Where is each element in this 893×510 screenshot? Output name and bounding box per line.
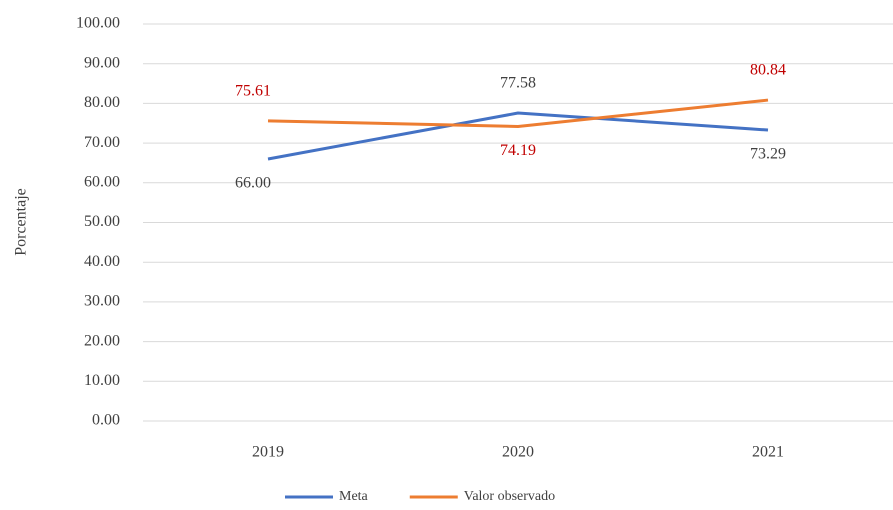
y-tick-label: 70.00 <box>84 134 120 151</box>
legend-label: Meta <box>339 489 369 504</box>
data-label: 75.61 <box>235 83 271 100</box>
x-tick-label: 2019 <box>252 444 284 461</box>
data-label: 77.58 <box>500 75 536 92</box>
data-label: 80.84 <box>750 62 786 79</box>
series-line <box>267 111 769 161</box>
y-tick-label: 90.00 <box>84 54 120 71</box>
y-tick-label: 0.00 <box>92 412 120 429</box>
data-label: 66.00 <box>235 175 271 192</box>
y-axis-label: Porcentaje <box>13 188 30 256</box>
y-tick-label: 30.00 <box>84 293 120 310</box>
y-tick-label: 80.00 <box>84 94 120 111</box>
series-line <box>267 98 769 128</box>
legend-label: Valor observado <box>464 489 555 504</box>
x-tick-label: 2021 <box>752 444 784 461</box>
y-tick-label: 50.00 <box>84 213 120 230</box>
y-tick-label: 20.00 <box>84 332 120 349</box>
y-tick-label: 10.00 <box>84 372 120 389</box>
x-tick-label: 2020 <box>502 444 534 461</box>
y-tick-label: 100.00 <box>76 15 120 32</box>
data-label: 74.19 <box>500 142 536 159</box>
y-tick-label: 40.00 <box>84 253 120 270</box>
data-label: 73.29 <box>750 146 786 163</box>
y-tick-label: 60.00 <box>84 173 120 190</box>
